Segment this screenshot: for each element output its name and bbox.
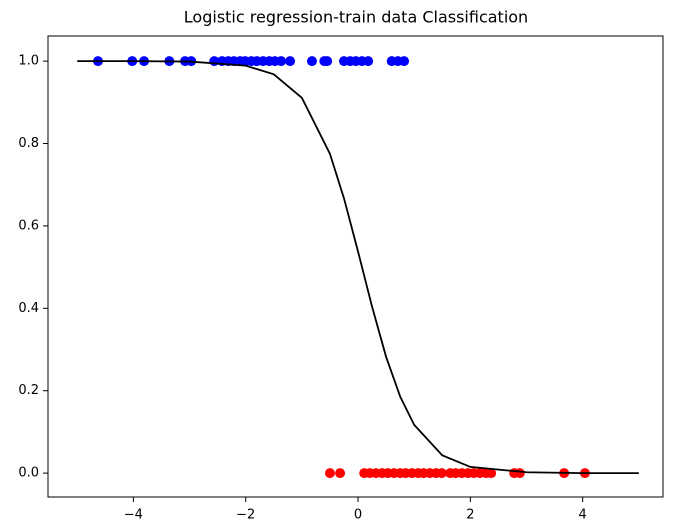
point: [335, 468, 346, 479]
plot-frame: [47, 35, 664, 498]
curve: [77, 60, 639, 475]
point: [363, 56, 374, 67]
chart-title: Logistic regression-train data Classific…: [184, 8, 528, 27]
point: [276, 56, 287, 67]
point: [322, 56, 333, 67]
point: [514, 468, 525, 479]
y-tick-label: 1.0: [18, 54, 39, 69]
y-tick-label: 0.6: [18, 218, 39, 233]
y-tick-label: 0.8: [18, 136, 39, 151]
x-tick-label: 2: [466, 508, 474, 523]
point: [399, 56, 410, 67]
x-tick-label: 4: [579, 508, 587, 523]
y-tick-label: 0.0: [18, 466, 39, 481]
point: [486, 468, 497, 479]
point: [285, 56, 296, 67]
y-tick-label: 0.2: [18, 383, 39, 398]
point: [436, 468, 447, 479]
point: [306, 56, 317, 67]
x-tick-label: 0: [354, 508, 362, 523]
x-tick-label: −4: [124, 508, 143, 523]
y-tick-label: 0.4: [18, 301, 39, 316]
x-tick-label: −2: [236, 508, 255, 523]
point: [324, 468, 335, 479]
